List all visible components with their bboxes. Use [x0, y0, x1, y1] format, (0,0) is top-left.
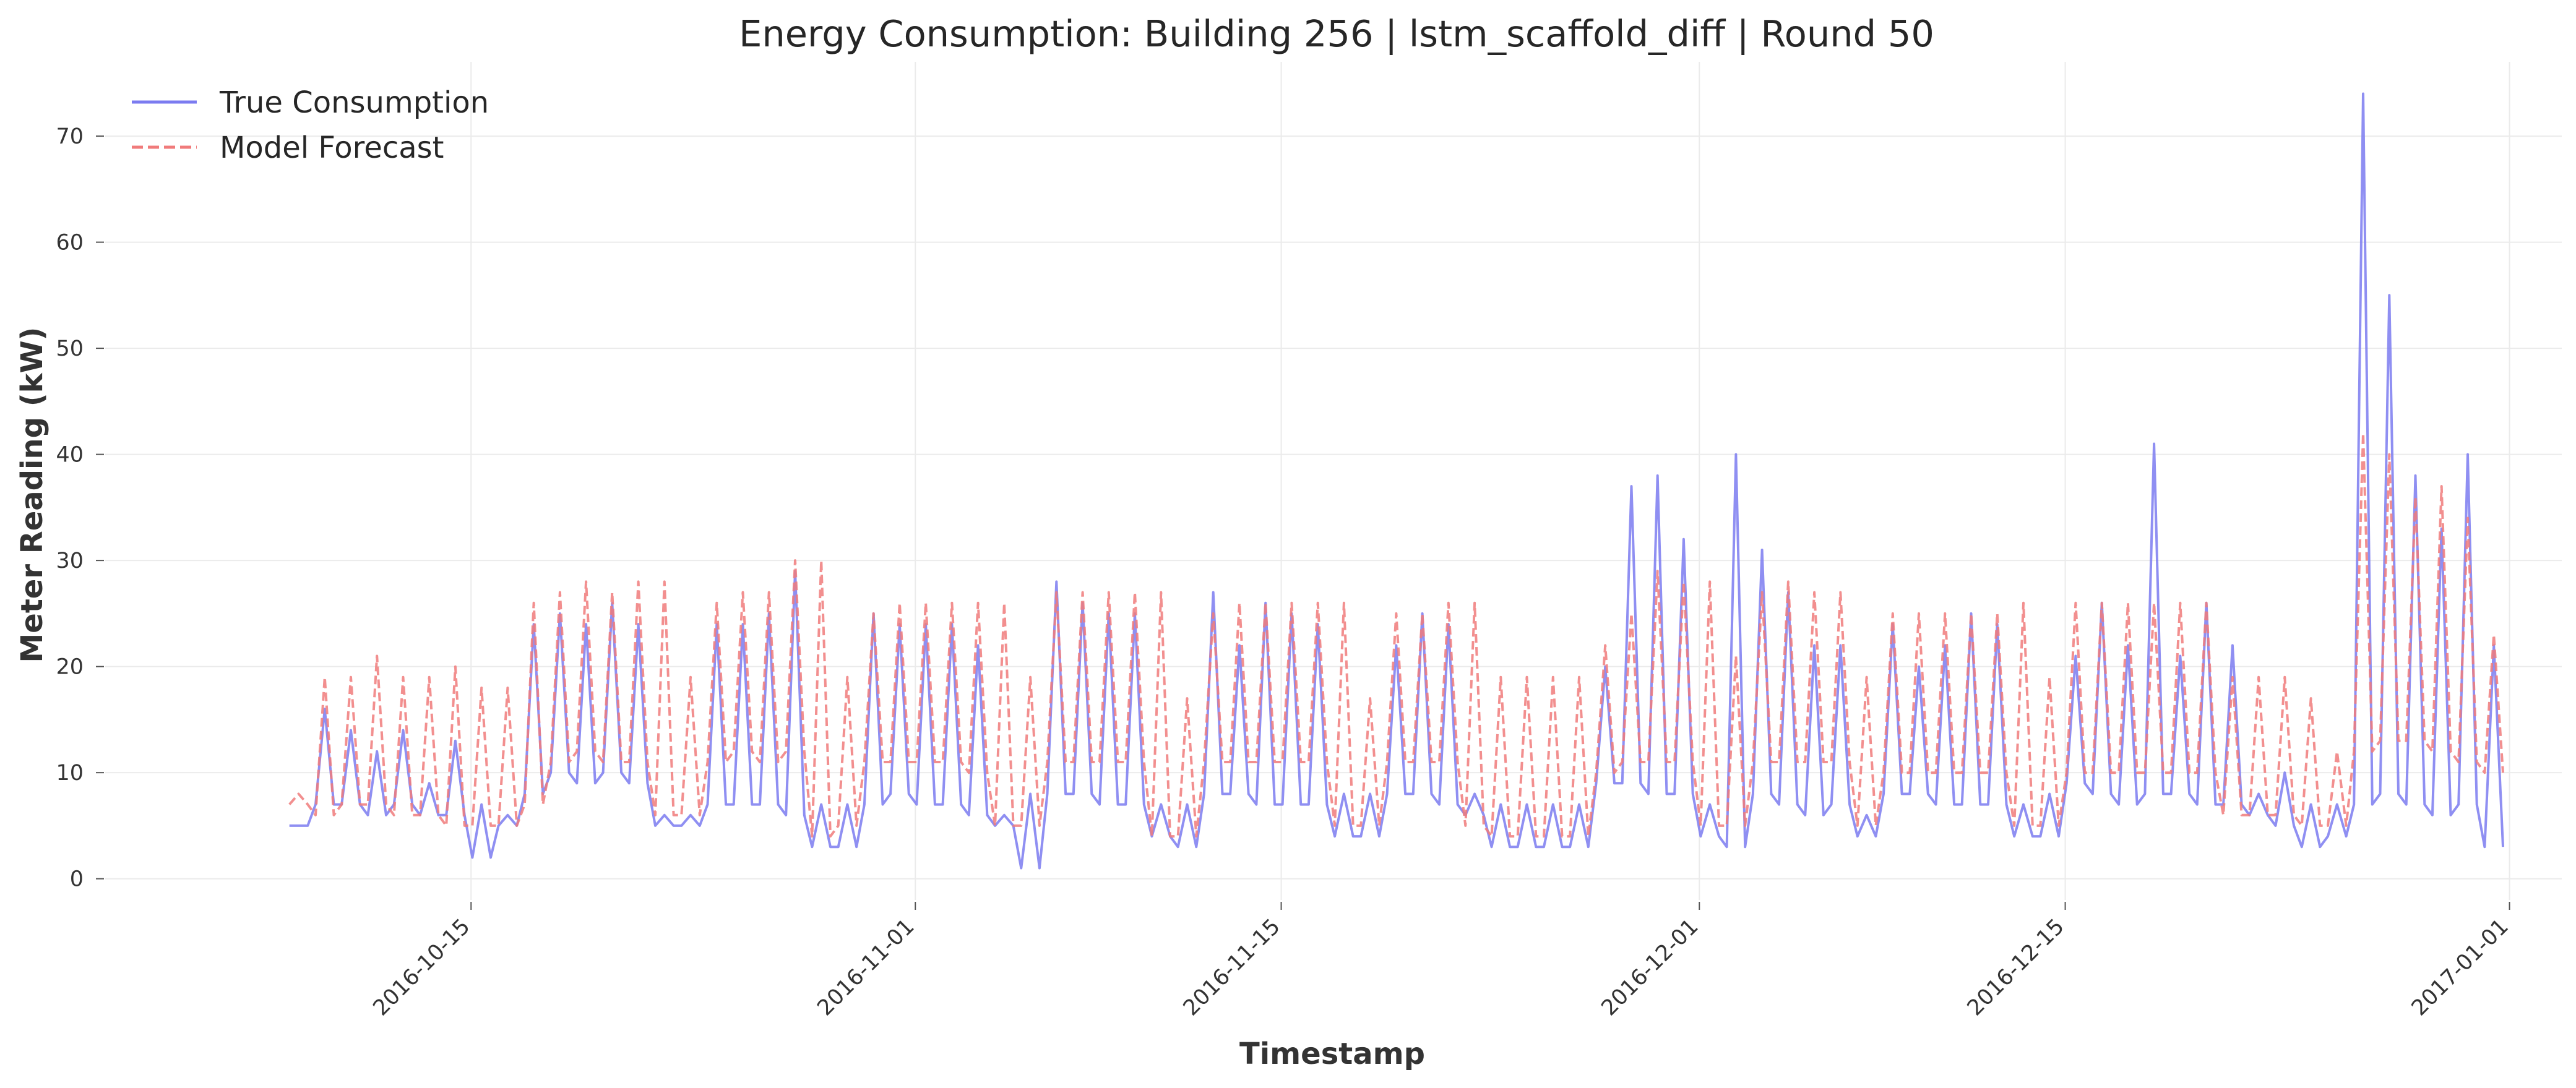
x-tick-label: 2016-10-15 [369, 914, 475, 1021]
legend-label-forecast: Model Forecast [220, 131, 444, 165]
y-axis-ticks: 0 10 20 30 40 50 60 70 [56, 124, 104, 892]
y-axis-label: Meter Reading (kW) [15, 327, 50, 663]
x-tick-label: 2017-01-01 [2407, 914, 2514, 1021]
series-lines [288, 92, 2504, 870]
y-tick-label: 60 [56, 231, 84, 255]
y-tick-label: 0 [70, 867, 84, 892]
y-tick-label: 10 [56, 761, 84, 786]
x-axis-ticks: 2016-10-15 2016-11-01 2016-11-15 2016-12-01… [369, 902, 2514, 1021]
x-tick-label: 2016-12-15 [1963, 914, 2069, 1021]
y-tick-label: 50 [56, 336, 84, 361]
legend-label-true: True Consumption [219, 85, 489, 120]
chart-title: Energy Consumption: Building 256 | lstm_… [739, 12, 1934, 55]
legend: True Consumption Model Forecast [132, 85, 489, 165]
y-tick-label: 20 [56, 655, 84, 680]
y-tick-label: 70 [56, 124, 84, 149]
y-tick-label: 30 [56, 549, 84, 573]
x-tick-label: 2016-11-01 [813, 914, 920, 1021]
series-line-true-consumption [289, 92, 2504, 870]
grid [105, 62, 2562, 900]
x-axis-label: Timestamp [1239, 1037, 1425, 1071]
y-tick-label: 40 [56, 443, 84, 468]
series-line-model-forecast [288, 432, 2504, 838]
x-tick-label: 2016-11-15 [1179, 914, 1285, 1021]
x-tick-label: 2016-12-01 [1597, 914, 1704, 1021]
